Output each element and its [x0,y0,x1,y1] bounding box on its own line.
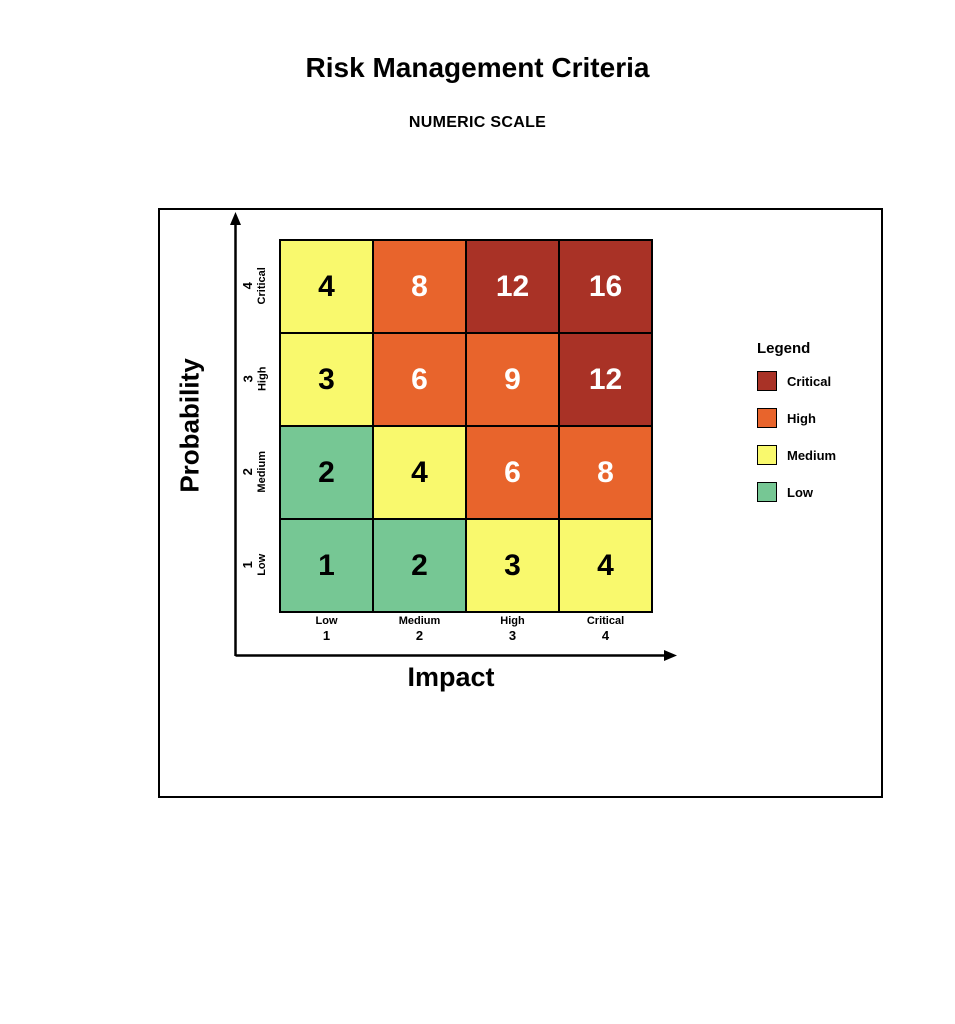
legend-title: Legend [757,340,811,357]
legend-item: Medium [757,445,836,465]
legend-swatch-icon [757,445,777,465]
risk-cell: 12 [559,333,652,426]
legend-label: Medium [787,447,837,463]
risk-cell: 8 [559,426,652,519]
risk-cell: 3 [280,333,373,426]
risk-cell: 6 [373,333,466,426]
risk-cell: 2 [280,426,373,519]
risk-cell: 8 [373,240,466,333]
risk-cell: 9 [466,333,559,426]
x-axis-label: Impact [407,662,495,692]
y-axis-label-text: Probability [174,357,205,493]
y-tick-label-text: 3 High [240,366,269,391]
legend-item: High [757,408,836,428]
y-tick-label: 4 Critical [232,239,278,332]
y-tick-label: 2 Medium [232,425,278,518]
legend-item: Critical [757,371,836,391]
legend-items: Critical High Medium Low [757,371,836,502]
x-tick-label: High 3 [500,615,525,644]
risk-cell: 2 [373,519,466,612]
legend-label: Low [787,484,813,500]
legend-swatch-icon [757,371,777,391]
legend-item: Low [757,482,836,502]
risk-cell: 4 [559,519,652,612]
page-subtitle: NUMERIC SCALE [408,114,547,131]
legend-swatch-icon [757,408,777,428]
y-tick-label-text: 4 Critical [240,266,269,305]
legend-swatch-icon [757,482,777,502]
legend: Legend Critical High Medium Low [757,340,836,519]
x-tick-label: Critical 4 [586,615,625,644]
x-tick-label: Low 1 [315,615,338,644]
risk-cell: 12 [466,240,559,333]
legend-label: Critical [787,373,832,389]
y-tick-label: 1 Low [232,518,278,611]
x-tick-label: Medium 2 [398,615,441,644]
risk-cell: 6 [466,426,559,519]
page-title: Risk Management Criteria [305,52,650,83]
risk-cell: 4 [373,426,466,519]
risk-cell: 3 [466,519,559,612]
risk-grid: 4 8 12 16 3 6 9 12 2 4 6 8 1 2 3 4 [279,239,653,613]
y-tick-label-text: 1 Low [240,553,269,576]
y-tick-label-text: 2 Medium [240,450,269,493]
risk-cell: 1 [280,519,373,612]
legend-label: High [787,410,816,426]
y-axis-label: Probability [166,239,214,611]
axes-arrows [230,212,677,661]
y-tick-label: 3 High [232,332,278,425]
risk-cell: 16 [559,240,652,333]
risk-cell: 4 [280,240,373,333]
y-axis-arrow-icon [230,212,241,225]
x-axis-arrow-icon [664,650,677,661]
